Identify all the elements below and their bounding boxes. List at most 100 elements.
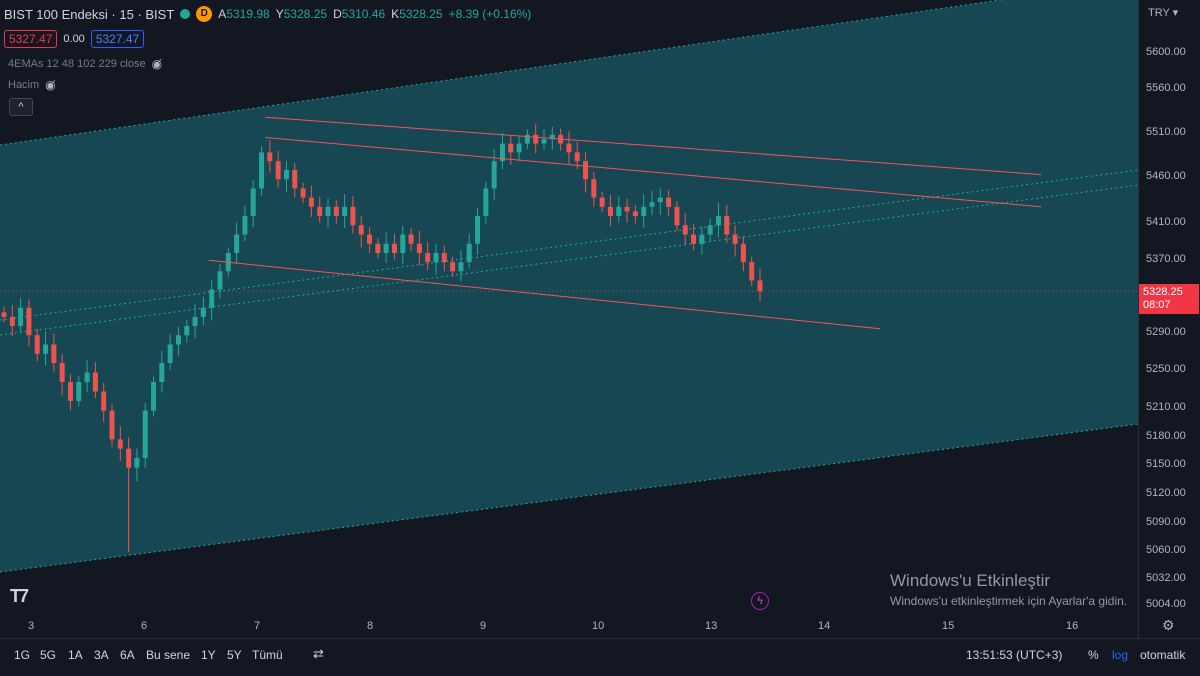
price-tick-label: 5560.00 bbox=[1146, 82, 1186, 94]
buy-button[interactable]: 5327.47 bbox=[90, 30, 145, 48]
trade-buttons: 5327.47 0.00 5327.47 bbox=[4, 30, 145, 48]
candle-body bbox=[358, 225, 364, 235]
sell-button[interactable]: 5327.47 bbox=[4, 30, 58, 48]
candle-body bbox=[425, 253, 431, 263]
candle-body bbox=[350, 206, 356, 226]
spread-value: 0.00 bbox=[63, 33, 85, 45]
time-tick-label: 16 bbox=[1066, 620, 1079, 632]
eye-hidden-icon[interactable]: ◉̸ bbox=[151, 57, 163, 71]
candle-body bbox=[674, 206, 680, 226]
candle-body bbox=[1, 312, 7, 317]
price-tick-label: 5180.00 bbox=[1146, 430, 1186, 442]
time-axis[interactable] bbox=[0, 614, 1138, 638]
currency-selector[interactable]: TRY ▾ bbox=[1148, 7, 1179, 19]
candle-body bbox=[126, 448, 132, 468]
range-button[interactable]: 5Y bbox=[227, 648, 242, 662]
candle-body bbox=[51, 344, 57, 363]
candle-body bbox=[466, 243, 472, 263]
candle-body bbox=[475, 216, 481, 244]
candle-body bbox=[67, 382, 73, 401]
price-tick-label: 5032.00 bbox=[1146, 572, 1186, 584]
price-tick-label: 5004.00 bbox=[1146, 598, 1186, 610]
candle-body bbox=[192, 316, 198, 326]
candle-body bbox=[533, 134, 539, 144]
indicator-volume[interactable]: Hacim ◉̸ bbox=[4, 76, 60, 94]
time-tick-label: 15 bbox=[942, 620, 955, 632]
candle-body bbox=[167, 344, 173, 363]
settings-gear-icon[interactable]: ⚙ bbox=[1162, 617, 1175, 633]
price-tick-label: 5290.00 bbox=[1146, 326, 1186, 338]
range-button[interactable]: Tümü bbox=[252, 648, 283, 662]
candle-body bbox=[175, 335, 181, 345]
dotted-trendline bbox=[0, 0, 1004, 146]
indicator-ema-label: 4EMAs 12 48 102 229 close bbox=[8, 58, 146, 70]
candle-body bbox=[259, 152, 265, 189]
clock-display[interactable]: 13:51:53 (UTC+3) bbox=[966, 648, 1063, 662]
time-tick-label: 13 bbox=[705, 620, 718, 632]
candle-body bbox=[682, 225, 688, 235]
candle-body bbox=[691, 234, 697, 244]
lightning-icon[interactable]: ϟ bbox=[751, 592, 769, 610]
channel-trendline bbox=[265, 116, 1042, 176]
candle-body bbox=[400, 234, 406, 253]
candle-body bbox=[649, 202, 655, 207]
percent-scale-toggle[interactable]: % bbox=[1088, 648, 1099, 662]
range-button[interactable]: 1A bbox=[68, 648, 83, 662]
symbol-title[interactable]: BIST 100 Endeksi · 15 · BIST bbox=[4, 6, 175, 22]
candle-body bbox=[209, 289, 215, 308]
channel-trendline bbox=[208, 259, 881, 330]
candle-body bbox=[242, 216, 248, 235]
candle-body bbox=[740, 243, 746, 263]
range-button[interactable]: 1Y bbox=[201, 648, 216, 662]
range-button[interactable]: 5G bbox=[40, 648, 57, 662]
time-tick-label: 8 bbox=[367, 620, 374, 632]
candle-body bbox=[275, 161, 281, 180]
time-tick-label: 14 bbox=[818, 620, 831, 632]
candle-body bbox=[666, 197, 672, 207]
candle-body bbox=[142, 410, 148, 458]
ohlc-high: Y5328.25 bbox=[275, 7, 328, 21]
time-tick-label: 6 bbox=[141, 620, 148, 632]
range-button[interactable]: 3A bbox=[94, 648, 109, 662]
collapse-legend-button[interactable]: ^ bbox=[9, 98, 33, 116]
candle-body bbox=[416, 243, 422, 253]
candle-body bbox=[325, 206, 331, 216]
channel-trendline bbox=[265, 136, 1042, 208]
candle-body bbox=[549, 134, 555, 140]
range-button[interactable]: 1G bbox=[14, 648, 31, 662]
price-change: +8.39 (+0.16%) bbox=[448, 7, 532, 21]
candle-body bbox=[632, 211, 638, 216]
price-tick-label: 5370.00 bbox=[1146, 253, 1186, 265]
candle-body bbox=[757, 280, 763, 292]
tradingview-logo[interactable]: T7 bbox=[10, 586, 29, 606]
auto-scale-toggle[interactable]: otomatik bbox=[1140, 648, 1186, 662]
candle-body bbox=[109, 410, 115, 440]
range-button[interactable]: 6A bbox=[120, 648, 135, 662]
candle-body bbox=[516, 143, 522, 153]
candle-body bbox=[34, 335, 40, 354]
indicator-ema[interactable]: 4EMAs 12 48 102 229 close ◉̸ bbox=[4, 55, 167, 73]
candle-body bbox=[574, 152, 580, 162]
price-tick-label: 5120.00 bbox=[1146, 487, 1186, 499]
candle-body bbox=[159, 363, 165, 382]
candle-body bbox=[101, 391, 107, 411]
candle-body bbox=[732, 234, 738, 244]
candle-body bbox=[508, 143, 514, 153]
time-tick-label: 9 bbox=[480, 620, 487, 632]
indicator-volume-label: Hacim bbox=[8, 79, 40, 91]
date-range-icon[interactable]: ⇄ bbox=[313, 646, 324, 661]
current-price-label: 5328.25 08:07 bbox=[1139, 284, 1199, 314]
price-axis[interactable] bbox=[1138, 0, 1200, 638]
dotted-trendline bbox=[0, 169, 1139, 321]
range-button[interactable]: Bu sene bbox=[146, 648, 191, 662]
bar-countdown: 08:07 bbox=[1143, 299, 1171, 311]
candle-body bbox=[483, 188, 489, 216]
log-scale-toggle[interactable]: log bbox=[1112, 648, 1129, 662]
candle-body bbox=[92, 372, 98, 392]
candle-body bbox=[9, 316, 15, 326]
eye-hidden-icon[interactable]: ◉̸ bbox=[45, 78, 56, 92]
candle-body bbox=[250, 188, 256, 216]
candle-body bbox=[26, 307, 32, 336]
market-status-icon bbox=[180, 9, 191, 19]
